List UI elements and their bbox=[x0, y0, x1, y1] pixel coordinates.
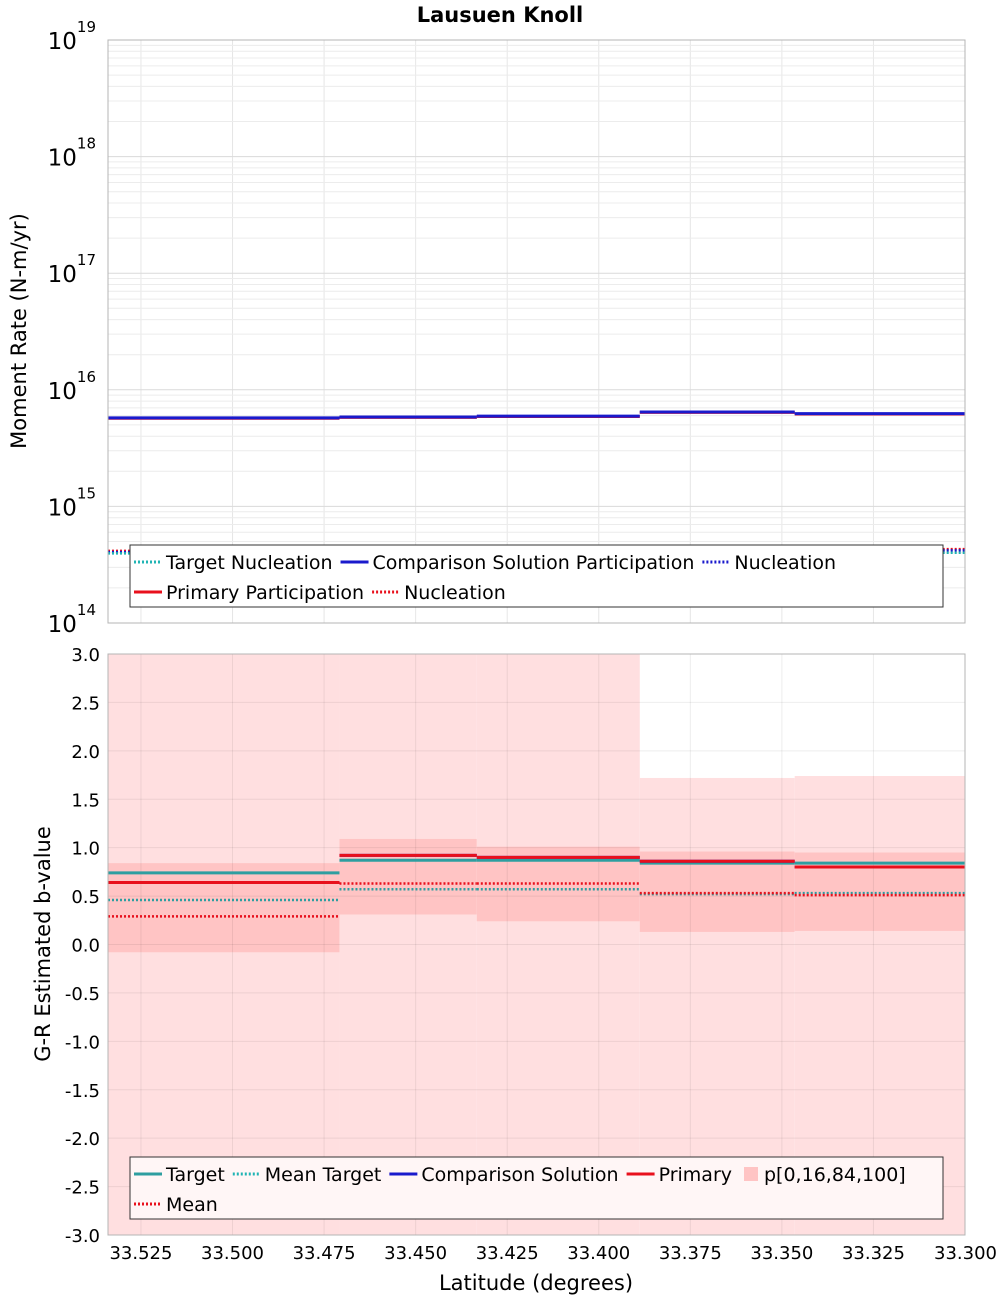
top-y-tick-label: 1014 bbox=[48, 601, 96, 638]
series-target bbox=[108, 858, 965, 875]
legend-label: Comparison Solution Participation bbox=[373, 552, 695, 574]
x-ticks: 33.525 33.500 33.475 33.450 33.425 33.400 33.3… bbox=[109, 1243, 997, 1264]
top-legend: Target Nucleation Comparison Solution Par… bbox=[129, 544, 944, 608]
legend-item-nucleation: Nucleation bbox=[372, 582, 506, 604]
chart-title: Lausuen Knoll bbox=[417, 3, 584, 27]
top-y-tick-label: 1016 bbox=[48, 368, 96, 405]
legend-label: Mean bbox=[166, 1194, 218, 1216]
x-tick-label: 33.425 bbox=[476, 1243, 539, 1264]
bot-y-tick-label: -1.0 bbox=[65, 1032, 100, 1053]
bot-y-tick-label: -1.5 bbox=[65, 1081, 100, 1102]
legend-item-comparison-solution: Comparison Solution bbox=[389, 1164, 619, 1186]
b-value-panel: 3.0 2.5 2.0 1.5 1.0 0.5 0.0 -0.5 -1.0 -1.5 -2.0 -2.… bbox=[31, 645, 997, 1295]
band-p0-p100 bbox=[339, 654, 477, 1235]
legend-label: p[0,16,84,100] bbox=[764, 1164, 906, 1186]
legend-label: Primary bbox=[659, 1164, 732, 1186]
x-tick-label: 33.400 bbox=[567, 1243, 630, 1264]
series-primary bbox=[108, 853, 965, 885]
x-tick-label: 33.500 bbox=[201, 1243, 264, 1264]
top-y-tick-label: 1019 bbox=[48, 18, 96, 55]
bot-y-tick-label: 1.5 bbox=[71, 790, 100, 811]
bot-y-tick-label: 2.5 bbox=[71, 693, 100, 714]
bot-y-tick-label: -2.0 bbox=[65, 1129, 100, 1150]
bot-y-tick-label: -2.5 bbox=[65, 1178, 100, 1199]
x-tick-label: 33.375 bbox=[659, 1243, 722, 1264]
bot-series bbox=[108, 853, 965, 918]
legend-item-primary-participation: Primary Participation bbox=[134, 582, 364, 604]
bot-y-tick-label: 2.0 bbox=[71, 742, 100, 763]
series-comparison-solution-participation bbox=[108, 410, 965, 420]
legend-label: Mean Target bbox=[265, 1164, 382, 1186]
bot-y-tick-label: 1.0 bbox=[71, 839, 100, 860]
x-tick-label: 33.525 bbox=[109, 1243, 172, 1264]
top-y-tick-label: 1015 bbox=[48, 484, 96, 521]
top-y-ticks: 1014 1015 1016 1017 1018 1019 bbox=[48, 18, 96, 638]
legend-item-comparison-solution-participation: Comparison Solution Participation bbox=[340, 552, 695, 574]
legend-item-target: Target bbox=[134, 1164, 225, 1186]
legend-label: Target bbox=[165, 1164, 225, 1186]
moment-rate-panel: 1014 1015 1016 1017 1018 1019 Moment Rate (N-… bbox=[7, 18, 966, 638]
legend-label: Primary Participation bbox=[166, 582, 364, 604]
top-y-tick-label: 1018 bbox=[48, 135, 96, 172]
top-y-axis-label: Moment Rate (N-m/yr) bbox=[7, 213, 31, 449]
band-p0-p100 bbox=[476, 654, 640, 1235]
legend-item-primary: Primary bbox=[626, 1164, 732, 1186]
bot-y-tick-label: 0.5 bbox=[71, 887, 100, 908]
bot-y-axis-label: G-R Estimated b-value bbox=[31, 826, 55, 1062]
bot-y-tick-label: -3.0 bbox=[65, 1226, 100, 1247]
legend-item-nucleation: Nucleation bbox=[702, 552, 836, 574]
legend-box bbox=[129, 1156, 944, 1220]
x-tick-label: 33.300 bbox=[934, 1243, 997, 1264]
legend-box bbox=[129, 544, 944, 608]
bot-y-ticks: 3.0 2.5 2.0 1.5 1.0 0.5 0.0 -0.5 -1.0 -1.5 -2.0 -2.… bbox=[65, 645, 100, 1247]
series-mean bbox=[108, 882, 965, 918]
x-axis-label: Latitude (degrees) bbox=[439, 1271, 633, 1295]
band-p16-p84 bbox=[339, 838, 477, 915]
x-tick-label: 33.325 bbox=[842, 1243, 905, 1264]
legend-item-target-nucleation: Target Nucleation bbox=[134, 552, 333, 574]
legend-label: Target Nucleation bbox=[165, 552, 333, 574]
bot-percentile-bands bbox=[108, 654, 965, 1235]
legend-item-mean: Mean bbox=[134, 1194, 218, 1216]
top-plot-frame bbox=[107, 39, 966, 624]
band-p16-p84 bbox=[108, 863, 340, 953]
bot-y-tick-label: 3.0 bbox=[71, 645, 100, 666]
legend-item-mean-target: Mean Target bbox=[232, 1164, 382, 1186]
legend-label: Nucleation bbox=[734, 552, 836, 574]
bot-y-tick-label: 0.0 bbox=[71, 936, 100, 957]
top-y-tick-label: 1017 bbox=[48, 251, 96, 288]
bot-y-tick-label: -0.5 bbox=[65, 984, 100, 1005]
legend-swatch bbox=[744, 1167, 758, 1181]
legend-item-p-0-16-84-100: p[0,16,84,100] bbox=[744, 1164, 906, 1186]
x-tick-label: 33.475 bbox=[293, 1243, 356, 1264]
legend-label: Comparison Solution bbox=[421, 1164, 618, 1186]
top-grid bbox=[108, 40, 966, 624]
band-p16-p84 bbox=[639, 851, 795, 932]
x-tick-label: 33.450 bbox=[384, 1243, 447, 1264]
x-tick-label: 33.350 bbox=[750, 1243, 813, 1264]
bot-plot-frame bbox=[107, 653, 966, 1236]
legend-label: Nucleation bbox=[404, 582, 506, 604]
bot-legend: Target Mean Target Comparison Solution Prim… bbox=[129, 1156, 944, 1220]
